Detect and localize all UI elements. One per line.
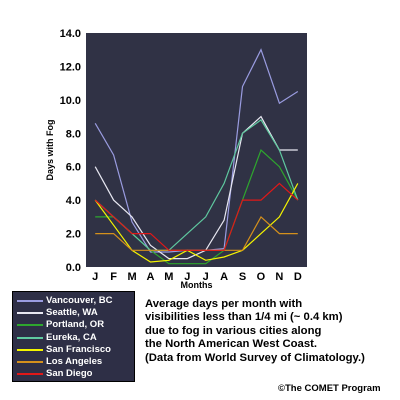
- caption-line: (Data from World Survey of Climatology.): [145, 351, 365, 364]
- series-line: [94, 183, 299, 263]
- legend-item: Los Angeles: [17, 356, 134, 368]
- legend-item: Seattle, WA: [17, 307, 134, 319]
- legend-swatch: [17, 361, 43, 364]
- x-tick-label: A: [220, 271, 228, 283]
- y-axis-ticks: 0.0 2.0 4.0 6.0 8.0 10.0 12.0 14.0: [60, 28, 81, 274]
- y-axis-label: Days with Fog: [45, 119, 55, 180]
- y-tick-label: 4.0: [66, 195, 81, 207]
- legend-label: Vancouver, BC: [46, 295, 113, 307]
- series-line: [94, 115, 298, 260]
- series-line: [94, 182, 299, 251]
- legend-label: San Francisco: [46, 343, 111, 355]
- x-tick-label: D: [294, 271, 302, 283]
- legend-item: Eureka, CA: [17, 332, 134, 344]
- y-tick-label: 10.0: [60, 95, 81, 107]
- legend-item: Portland, OR: [17, 319, 134, 331]
- legend-item: San Diego: [17, 368, 134, 380]
- legend-label: Los Angeles: [46, 356, 103, 368]
- legend-swatch: [17, 348, 43, 351]
- caption-line: visibilities less than 1/4 mi (~ 0.4 km): [145, 311, 343, 324]
- x-tick-label: N: [275, 271, 283, 283]
- x-tick-label: J: [203, 271, 209, 283]
- caption: Average days per month with visibilities…: [145, 298, 395, 365]
- y-tick-label: 14.0: [60, 28, 81, 40]
- x-tick-label: O: [257, 271, 266, 283]
- legend-label: Seattle, WA: [46, 307, 98, 319]
- caption-line: due to fog in various cities along: [145, 324, 322, 337]
- legend-swatch: [17, 373, 43, 376]
- x-tick-label: J: [92, 271, 98, 283]
- y-tick-label: 12.0: [60, 61, 81, 73]
- legend-swatch: [17, 312, 43, 315]
- y-tick-label: 8.0: [66, 128, 81, 140]
- legend: Vancouver, BC Seattle, WA Portland, OR Eure…: [12, 291, 135, 382]
- legend-label: Eureka, CA: [46, 331, 97, 343]
- y-tick-label: 2.0: [66, 229, 81, 241]
- caption-line: the North American West Coast.: [145, 338, 317, 351]
- y-tick-label: 0.0: [66, 262, 81, 274]
- x-tick-label: A: [146, 271, 154, 283]
- legend-swatch: [17, 336, 43, 339]
- legend-item: Vancouver, BC: [17, 295, 134, 307]
- legend-swatch: [17, 324, 43, 327]
- legend-label: San Diego: [46, 368, 93, 380]
- x-tick-label: S: [239, 271, 246, 283]
- plot-area: [86, 33, 307, 267]
- x-axis-label: Months: [181, 280, 213, 290]
- x-tick-label: M: [164, 271, 173, 283]
- x-tick-label: F: [110, 271, 117, 283]
- x-tick-label: M: [127, 271, 136, 283]
- legend-swatch: [17, 300, 43, 303]
- legend-item: San Francisco: [17, 344, 134, 356]
- series-lines: [94, 48, 299, 265]
- caption-line: Average days per month with: [145, 298, 303, 310]
- y-tick-label: 6.0: [66, 162, 81, 174]
- legend-label: Portland, OR: [46, 319, 105, 331]
- credit-text: ©The COMET Program: [278, 383, 381, 394]
- x-tick-label: J: [184, 271, 190, 283]
